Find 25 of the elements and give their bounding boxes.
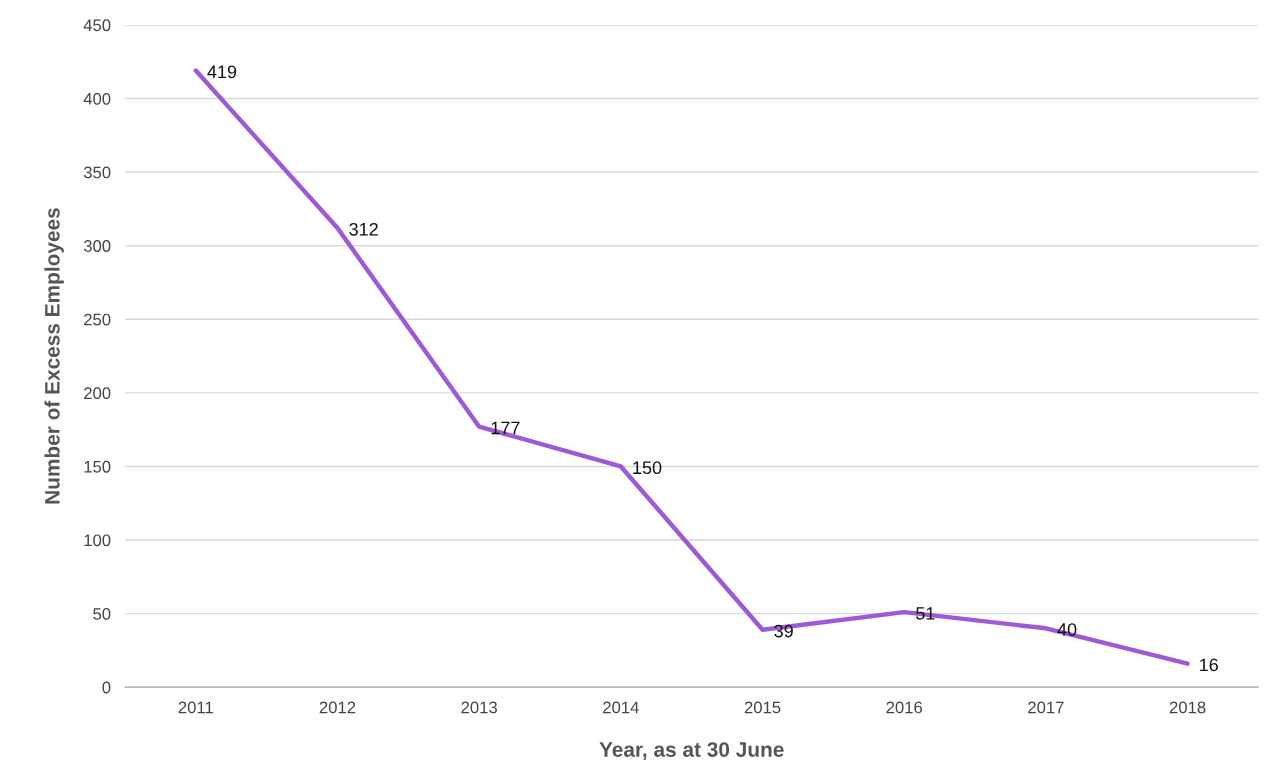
y-tick-label: 50 <box>93 608 111 620</box>
y-tick-label: 400 <box>83 92 111 105</box>
y-tick-label: 300 <box>83 240 111 252</box>
y-tick-label: 200 <box>84 387 111 400</box>
y-tick-label: 0 <box>102 681 111 694</box>
y-tick-label: 450 <box>83 19 111 32</box>
y-tick-label: 250 <box>84 313 111 326</box>
y-tick-label: 150 <box>84 460 111 473</box>
data-label: 312 <box>349 222 378 236</box>
y-axis-title: Number of Excess Employees <box>44 208 64 504</box>
data-label: 419 <box>207 65 237 79</box>
data-label: 16 <box>1200 658 1218 672</box>
x-tick-label: 2011 <box>178 701 213 714</box>
data-label: 177 <box>491 421 520 435</box>
x-tick-label: 2016 <box>886 701 923 714</box>
x-tick-label: 2012 <box>319 701 356 714</box>
x-tick-label: 2014 <box>603 701 639 714</box>
y-tick-label: 100 <box>84 534 111 547</box>
x-tick-label: 2013 <box>461 701 497 714</box>
y-tick-label: 350 <box>83 166 111 179</box>
x-tick-label: 2015 <box>744 701 781 714</box>
data-label: 150 <box>633 461 662 475</box>
x-tick-label: 2018 <box>1169 701 1206 714</box>
x-tick-label: 2017 <box>1028 701 1064 714</box>
x-axis-title: Year, as at 30 June <box>599 742 784 760</box>
